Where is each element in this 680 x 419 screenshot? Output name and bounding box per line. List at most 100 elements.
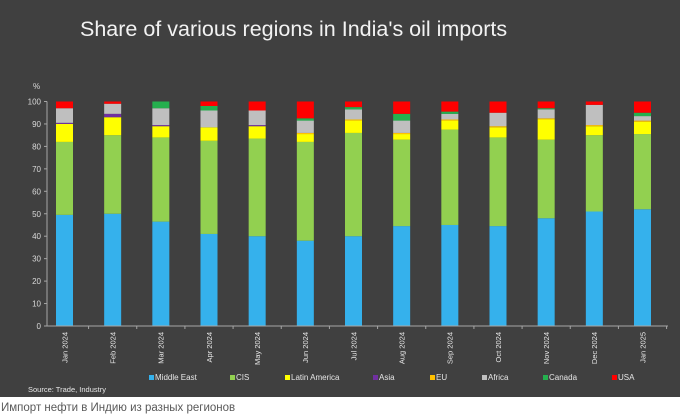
legend-swatch bbox=[230, 375, 235, 380]
y-tick-label: 90 bbox=[32, 120, 41, 129]
bar-segment-canada bbox=[200, 105, 218, 111]
bar-segment-canada bbox=[152, 101, 170, 109]
x-tick-label: Oct 2024 bbox=[494, 332, 503, 362]
bar-segment-eu bbox=[296, 132, 314, 135]
bar-segment-africa bbox=[393, 120, 411, 133]
bar-segment-cis bbox=[200, 140, 218, 234]
bar-segment-eu bbox=[345, 119, 362, 121]
legend-label: Canada bbox=[549, 373, 578, 382]
bar-segment-eu bbox=[393, 132, 411, 135]
bar-stack bbox=[152, 101, 170, 326]
bar-stack bbox=[200, 101, 218, 326]
bar-segment-canada bbox=[296, 118, 314, 121]
bar-segment-canada bbox=[345, 107, 362, 110]
bar-segment-eu bbox=[585, 125, 603, 127]
bar-segment-latin-america bbox=[537, 119, 555, 140]
legend-item-middle-east: Middle East bbox=[149, 373, 197, 382]
bar-segment-latin-america bbox=[634, 121, 651, 135]
bar-segment-usa bbox=[296, 101, 314, 119]
x-tick-label: Nov 2024 bbox=[542, 332, 551, 364]
y-tick-label: 80 bbox=[32, 142, 41, 151]
legend-item-cis: CIS bbox=[230, 373, 249, 382]
bar-segment-usa bbox=[104, 101, 122, 104]
bar-segment-latin-america bbox=[345, 120, 362, 133]
bar-segment-middle-east bbox=[393, 226, 411, 326]
bar-stack bbox=[634, 101, 651, 326]
x-tick-label: May 2024 bbox=[253, 332, 262, 365]
bar-segment-middle-east bbox=[634, 209, 651, 326]
x-tick-label: Mar 2024 bbox=[157, 332, 166, 364]
bar-segment-africa bbox=[152, 108, 170, 126]
bar-segment-africa bbox=[104, 103, 122, 114]
image-caption: Импорт нефти в Индию из разных регионов bbox=[1, 402, 236, 414]
legend-swatch bbox=[373, 375, 378, 380]
bar-stack bbox=[393, 101, 411, 326]
y-tick-label: 30 bbox=[32, 255, 41, 264]
chart-legend: Middle East CIS Latin America Asia EU Africa C… bbox=[0, 373, 680, 385]
bar-segment-latin-america bbox=[248, 126, 266, 139]
bar-segment-eu bbox=[489, 126, 507, 128]
legend-item-asia: Asia bbox=[373, 373, 395, 382]
bar-stack bbox=[104, 101, 122, 326]
legend-item-latin-america: Latin America bbox=[285, 373, 339, 382]
bar-segment-usa bbox=[585, 101, 603, 105]
bar-segment-middle-east bbox=[104, 213, 122, 326]
legend-label: USA bbox=[618, 373, 635, 382]
y-tick-label: 70 bbox=[32, 165, 41, 174]
bar-segment-cis bbox=[56, 141, 73, 215]
bar-stack bbox=[345, 101, 362, 326]
bar-segment-eu bbox=[537, 118, 555, 120]
bar-segment-asia bbox=[104, 113, 122, 118]
bar-segment-usa bbox=[393, 101, 411, 114]
y-tick-label: 0 bbox=[37, 322, 42, 331]
y-tick-label: 100 bbox=[28, 98, 42, 107]
legend-swatch bbox=[285, 375, 290, 380]
bar-segment-latin-america bbox=[56, 123, 73, 142]
bar-segment-asia bbox=[248, 125, 266, 127]
bar-segment-canada bbox=[393, 113, 411, 121]
bar-segment-cis bbox=[634, 134, 651, 210]
bar-segment-eu bbox=[634, 120, 651, 122]
bar-segment-canada bbox=[537, 108, 555, 110]
bar-segment-africa bbox=[56, 108, 73, 123]
bar-segment-latin-america bbox=[585, 126, 603, 136]
bar-segment-eu bbox=[441, 119, 459, 121]
bar-segment-usa bbox=[200, 101, 218, 106]
bar-segment-middle-east bbox=[537, 218, 555, 326]
legend-swatch bbox=[430, 375, 435, 380]
legend-label: Latin America bbox=[291, 373, 340, 382]
legend-item-usa: USA bbox=[612, 373, 634, 382]
x-tick-label: Sep 2024 bbox=[446, 332, 455, 364]
legend-label: Middle East bbox=[155, 373, 197, 382]
y-tick-label: 10 bbox=[32, 300, 41, 309]
bar-segment-africa bbox=[441, 113, 459, 120]
bar-segment-middle-east bbox=[296, 240, 314, 326]
bar-stack bbox=[585, 101, 603, 326]
bar-segment-usa bbox=[634, 101, 651, 113]
bar-segment-africa bbox=[296, 120, 314, 133]
legend-label: Asia bbox=[379, 373, 395, 382]
x-tick-label: Feb 2024 bbox=[108, 332, 117, 364]
bar-segment-usa bbox=[489, 101, 507, 113]
x-tick-label: Dec 2024 bbox=[590, 332, 599, 364]
bar-segment-middle-east bbox=[200, 233, 218, 326]
x-tick-label: Jan 2024 bbox=[60, 332, 69, 363]
bar-segment-cis bbox=[248, 138, 266, 237]
legend-swatch bbox=[149, 375, 154, 380]
bar-segment-latin-america bbox=[489, 127, 507, 138]
chart-title: Share of various regions in India's oil … bbox=[80, 17, 508, 41]
bar-segment-latin-america bbox=[393, 134, 411, 140]
bar-segment-usa bbox=[248, 101, 266, 111]
bar-segment-middle-east bbox=[152, 221, 170, 326]
bar-segment-cis bbox=[345, 132, 362, 237]
source-note: Source: Trade, Industry bbox=[28, 385, 106, 394]
legend-label: Africa bbox=[488, 373, 509, 382]
bar-segment-cis bbox=[441, 129, 459, 225]
bar-stack bbox=[56, 101, 73, 326]
bar-segment-cis bbox=[152, 137, 170, 222]
legend-label: EU bbox=[436, 373, 448, 382]
legend-item-canada: Canada bbox=[543, 373, 577, 382]
chart-panel: Share of various regions in India's oil … bbox=[0, 0, 680, 397]
bar-segment-cis bbox=[489, 137, 507, 227]
legend-label: CIS bbox=[236, 373, 250, 382]
